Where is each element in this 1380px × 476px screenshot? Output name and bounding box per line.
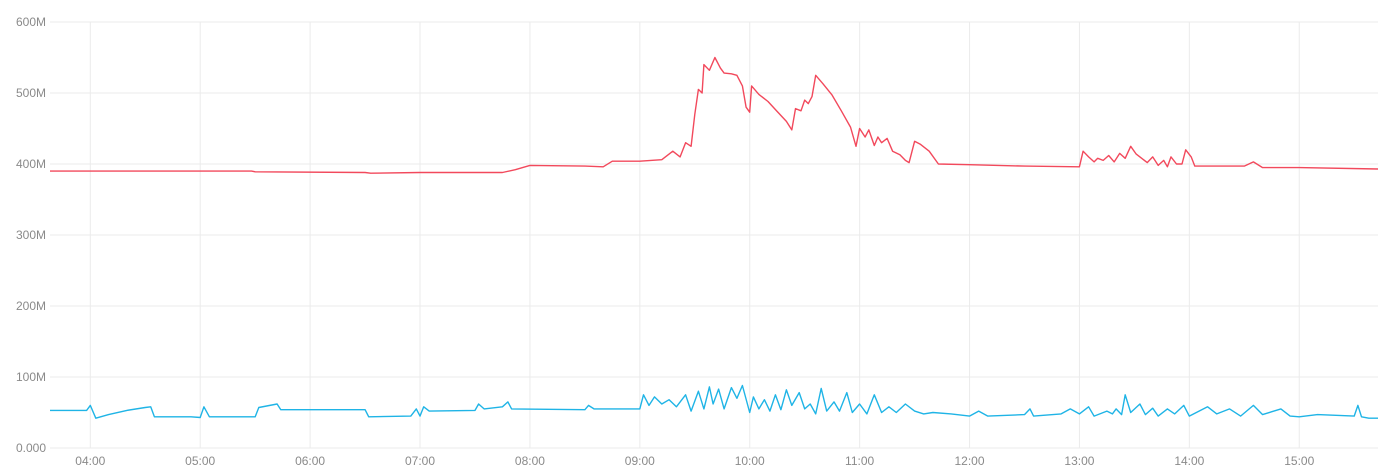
x-tick-label: 08:00 xyxy=(515,454,545,468)
x-tick-label: 15:00 xyxy=(1284,454,1314,468)
x-tick-label: 04:00 xyxy=(75,454,105,468)
x-tick-label: 13:00 xyxy=(1064,454,1094,468)
x-tick-label: 06:00 xyxy=(295,454,325,468)
y-tick-label: 600M xyxy=(16,15,46,29)
series-layer xyxy=(50,56,1379,419)
y-tick-label: 300M xyxy=(16,228,46,242)
x-axis-tick-labels: 04:00 05:00 06:00 07:00 08:00 09:00 10:00 11:00… xyxy=(75,454,1314,468)
x-tick-label: 05:00 xyxy=(185,454,215,468)
y-tick-label: 100M xyxy=(16,370,46,384)
y-tick-label: 0.000 xyxy=(16,441,46,455)
x-tick-label: 09:00 xyxy=(625,454,655,468)
x-tick-label: 14:00 xyxy=(1174,454,1204,468)
y-tick-label: 400M xyxy=(16,157,46,171)
x-tick-label: 11:00 xyxy=(845,454,874,468)
y-tick-label: 500M xyxy=(16,86,46,100)
y-axis-tick-labels: 0.000 100M 200M 300M 400M 500M 600M xyxy=(16,15,46,455)
x-tick-label: 07:00 xyxy=(405,454,435,468)
series-line xyxy=(50,384,1378,419)
series-line xyxy=(50,56,1379,174)
y-gridlines xyxy=(50,21,1378,449)
x-tick-label: 12:00 xyxy=(955,454,985,468)
x-tick-label: 10:00 xyxy=(735,454,765,468)
x-gridlines xyxy=(89,22,1300,448)
y-tick-label: 200M xyxy=(16,299,46,313)
